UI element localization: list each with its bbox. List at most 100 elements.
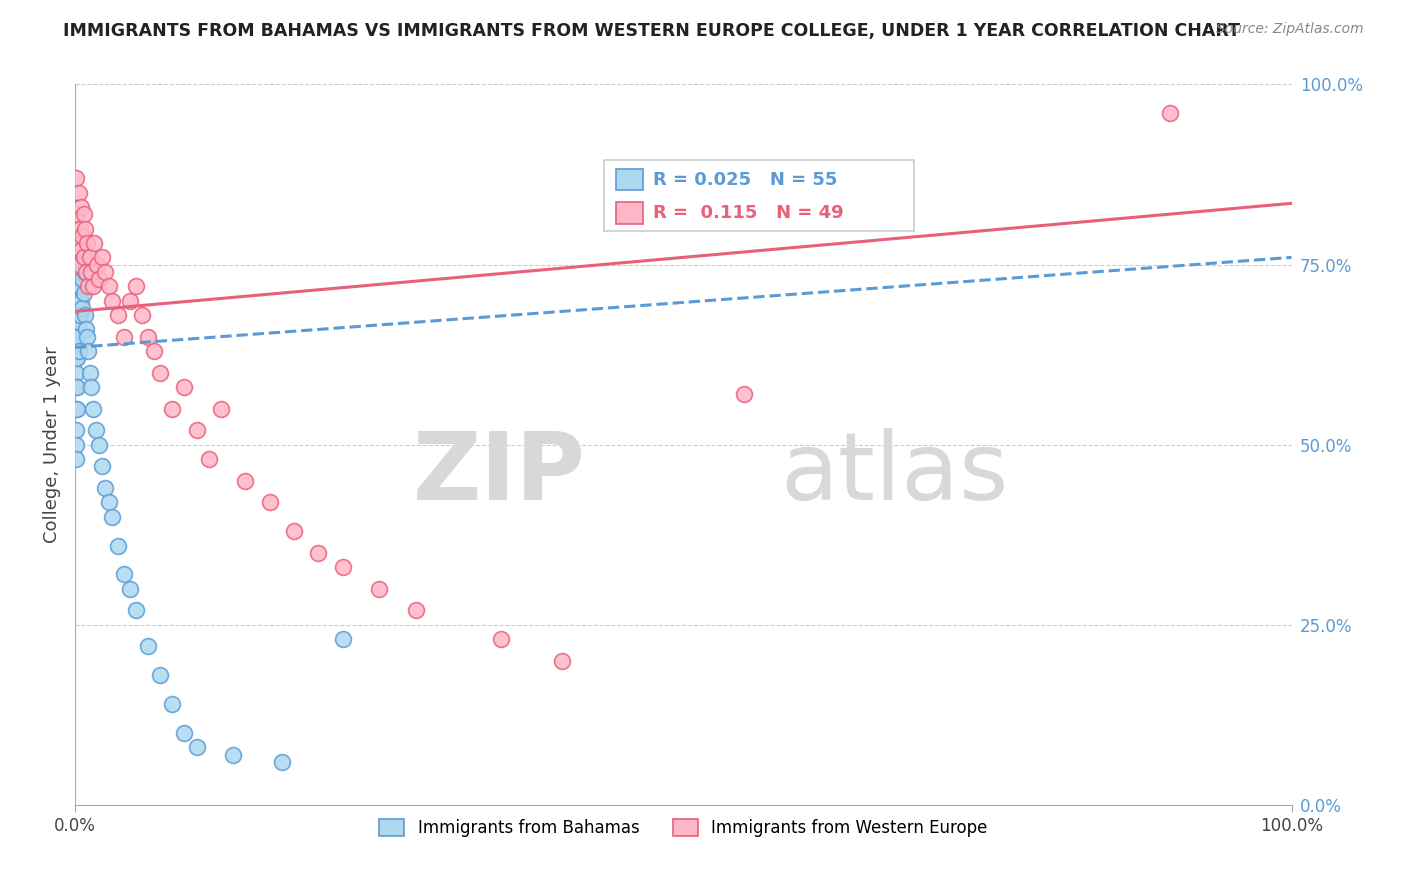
Point [125,603,148,617]
Point [66,351,89,366]
Point [73,265,96,279]
Point [69,258,91,272]
Point [70,200,93,214]
Point [72,251,94,265]
Point [307,546,329,560]
Point [75,322,97,336]
Point [131,308,153,322]
Point [82,279,104,293]
Point [1159,106,1181,120]
Point [72,207,94,221]
Point [332,632,354,647]
Point [80,380,103,394]
Point [94,481,117,495]
Point [66,308,89,322]
Point [65,351,87,366]
Point [107,539,129,553]
Point [70,293,93,308]
Point [186,423,208,437]
Point [65,401,87,416]
Text: R = 0.025   N = 55: R = 0.025 N = 55 [652,170,837,188]
Point [98,495,121,509]
Point [82,401,104,416]
Point [65,315,87,329]
Point [72,228,94,243]
Point [70,243,93,257]
Point [66,401,89,416]
Point [65,380,87,394]
Point [118,293,141,308]
Point [198,452,221,467]
Point [332,560,354,574]
Point [173,380,195,394]
Point [73,308,96,322]
Point [125,279,148,293]
Point [70,235,93,250]
Text: Source: ZipAtlas.com: Source: ZipAtlas.com [1216,22,1364,37]
Point [65,452,87,467]
Point [149,668,172,682]
Point [270,755,292,769]
Point [100,293,122,308]
Text: atlas: atlas [780,427,1010,519]
Point [75,265,97,279]
Point [89,438,111,452]
Point [72,286,94,301]
Point [65,438,87,452]
Point [405,603,427,617]
Text: ZIP: ZIP [413,427,586,519]
Point [162,697,184,711]
Point [65,366,87,380]
Point [550,654,572,668]
Point [98,279,121,293]
Point [186,740,208,755]
Point [83,235,105,250]
Point [79,366,101,380]
Point [67,315,90,329]
Point [67,235,90,250]
Point [136,329,159,343]
Point [149,366,172,380]
Point [90,459,112,474]
Point [69,279,91,293]
Point [77,279,100,293]
Point [65,293,87,308]
Point [69,221,91,235]
Point [368,582,391,596]
Point [67,186,90,200]
Point [259,495,281,509]
Point [69,258,91,272]
Point [67,293,90,308]
Point [65,329,87,343]
Point [65,423,87,437]
Point [72,251,94,265]
Bar [616,202,643,224]
Point [79,251,101,265]
Point [66,207,89,221]
Point [283,524,305,539]
Point [80,265,103,279]
Point [69,308,91,322]
Point [94,265,117,279]
Text: R =  0.115   N = 49: R = 0.115 N = 49 [652,203,844,222]
Legend: Immigrants from Bahamas, Immigrants from Western Europe: Immigrants from Bahamas, Immigrants from… [373,812,994,844]
Point [72,301,94,315]
Y-axis label: College, Under 1 year: College, Under 1 year [44,346,60,543]
Point [136,640,159,654]
Point [65,171,87,186]
Point [76,235,98,250]
Point [86,258,108,272]
Point [112,567,135,582]
Point [143,344,166,359]
Point [66,380,89,394]
Point [66,329,89,343]
Point [90,251,112,265]
Point [489,632,512,647]
Point [118,582,141,596]
Point [173,726,195,740]
Text: IMMIGRANTS FROM BAHAMAS VS IMMIGRANTS FROM WESTERN EUROPE COLLEGE, UNDER 1 YEAR : IMMIGRANTS FROM BAHAMAS VS IMMIGRANTS FR… [63,22,1240,40]
Point [209,401,232,416]
Point [233,474,256,488]
Point [76,329,98,343]
Point [73,221,96,235]
